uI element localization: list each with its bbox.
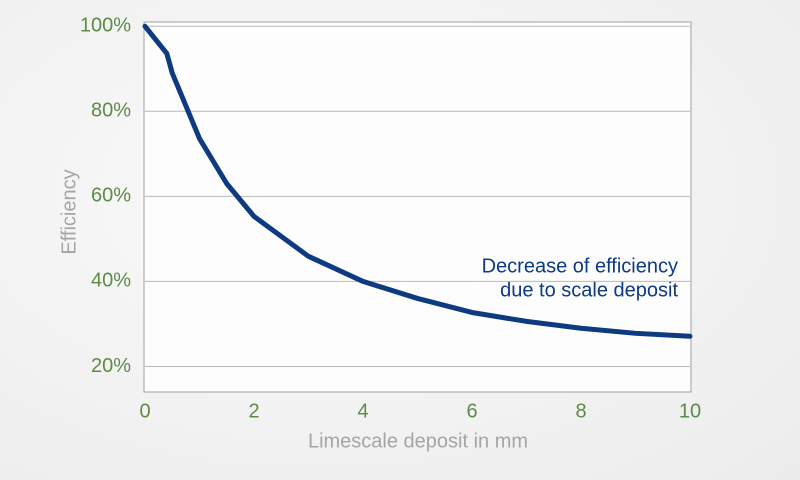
x-tick-label: 8: [575, 400, 586, 422]
x-axis-label: Limescale deposit in mm: [308, 430, 528, 452]
plot-area: [143, 21, 692, 393]
x-tick-label: 10: [679, 400, 701, 422]
annotation: due to scale deposit: [500, 279, 678, 301]
y-tick-label: 80%: [91, 100, 131, 122]
x-tick-label: 6: [466, 400, 477, 422]
y-tick-label: 40%: [91, 270, 131, 292]
x-tick-label: 4: [357, 400, 368, 422]
y-tick-label: 100%: [80, 15, 131, 37]
x-tick-label: 2: [248, 400, 259, 422]
y-tick-label: 20%: [91, 355, 131, 377]
y-tick-label: 60%: [91, 185, 131, 207]
data-line: [142, 23, 693, 339]
y-axis-label: Efficiency: [58, 169, 80, 254]
x-tick-label: 0: [139, 400, 150, 422]
annotation: Decrease of efficiency: [482, 255, 678, 277]
